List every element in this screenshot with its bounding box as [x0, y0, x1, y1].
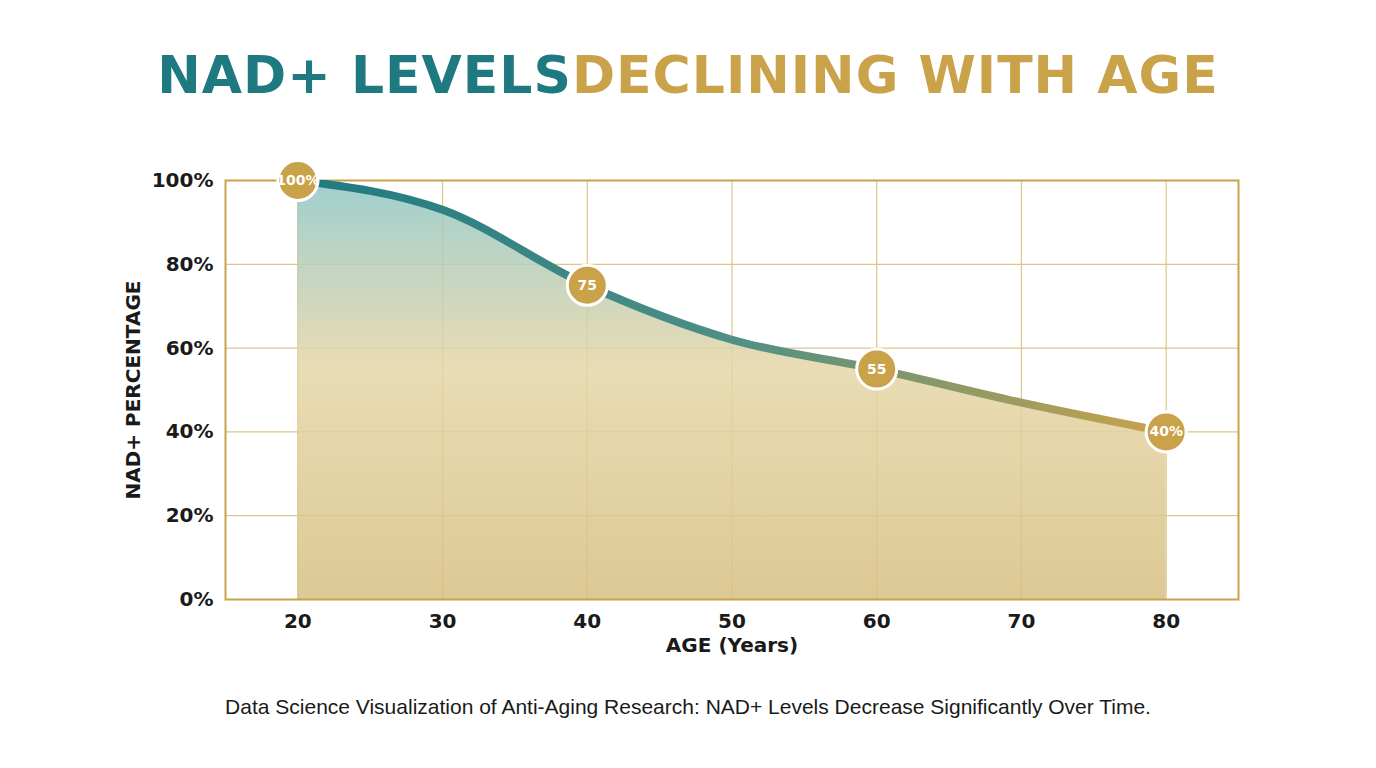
svg-text:40%: 40%	[1149, 423, 1183, 439]
svg-text:AGE (Years): AGE (Years)	[666, 633, 798, 657]
html-text:NAD+ LEVELS DECLINING WITH AGE: NAD+ LEVELS DECLINING WITH AGE	[157, 45, 1219, 105]
svg-text:80: 80	[1152, 609, 1180, 633]
svg-text:20%: 20%	[166, 503, 214, 527]
svg-text:80%: 80%	[166, 252, 214, 276]
svg-text:55: 55	[867, 361, 886, 377]
svg-text:70: 70	[1008, 609, 1036, 633]
svg-text:100%: 100%	[152, 168, 214, 192]
svg-text:0%: 0%	[180, 587, 214, 611]
svg-text:30: 30	[429, 609, 457, 633]
svg-text:75: 75	[578, 277, 597, 293]
svg-text:NAD+ PERCENTAGE: NAD+ PERCENTAGE	[121, 281, 145, 500]
svg-text:60%: 60%	[166, 336, 214, 360]
svg-text:60: 60	[863, 609, 891, 633]
svg-text:20: 20	[284, 609, 312, 633]
svg-text:100%: 100%	[276, 172, 319, 188]
html-text:Data Science Visualization of: Data Science Visualization of Anti-Aging…	[225, 695, 1151, 718]
svg-text:40%: 40%	[166, 419, 214, 443]
svg-text:50: 50	[718, 609, 746, 633]
svg-text:40: 40	[573, 609, 601, 633]
